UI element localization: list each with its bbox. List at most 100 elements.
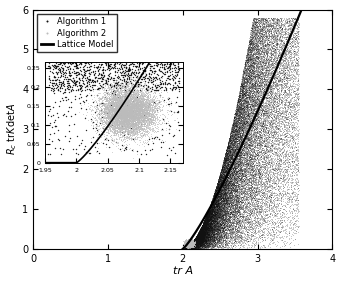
Point bbox=[186, 241, 192, 246]
Point bbox=[175, 246, 180, 251]
Point bbox=[204, 231, 209, 235]
Point bbox=[219, 169, 224, 174]
Point bbox=[185, 240, 190, 244]
Point bbox=[254, 124, 260, 129]
Point bbox=[239, 155, 245, 159]
Point bbox=[246, 237, 251, 241]
Point bbox=[241, 179, 247, 183]
Point bbox=[189, 242, 195, 246]
Point bbox=[187, 242, 192, 246]
Point bbox=[205, 242, 211, 247]
Point bbox=[293, 42, 298, 46]
Point bbox=[184, 242, 190, 246]
Point bbox=[179, 246, 184, 251]
Point bbox=[288, 26, 293, 30]
Point bbox=[217, 181, 223, 186]
Point bbox=[219, 206, 224, 211]
Point bbox=[187, 243, 192, 247]
Point bbox=[194, 242, 199, 246]
Point bbox=[262, 198, 267, 203]
Point bbox=[187, 243, 192, 247]
Point bbox=[207, 206, 212, 210]
Point bbox=[207, 238, 213, 243]
Point bbox=[206, 218, 211, 222]
Point bbox=[279, 22, 285, 27]
Point bbox=[188, 242, 194, 246]
Point bbox=[214, 234, 220, 239]
Point bbox=[184, 242, 190, 247]
Point bbox=[238, 169, 243, 174]
Point bbox=[259, 110, 265, 115]
Point bbox=[178, 246, 183, 251]
Point bbox=[184, 242, 190, 246]
Point bbox=[249, 77, 254, 81]
Point bbox=[261, 44, 266, 48]
Point bbox=[233, 241, 238, 246]
Point bbox=[222, 177, 228, 181]
Point bbox=[263, 142, 268, 146]
Point bbox=[288, 73, 294, 78]
Point bbox=[186, 242, 191, 247]
Point bbox=[247, 132, 252, 136]
Point bbox=[185, 242, 190, 246]
Point bbox=[251, 98, 256, 103]
Point bbox=[242, 187, 247, 191]
Point bbox=[191, 243, 196, 248]
Point bbox=[217, 188, 222, 192]
Point bbox=[296, 84, 301, 89]
Point bbox=[205, 218, 211, 222]
Point bbox=[222, 228, 227, 233]
Point bbox=[175, 246, 181, 251]
Point bbox=[181, 246, 187, 251]
Point bbox=[272, 152, 278, 156]
Point bbox=[292, 153, 298, 157]
Point bbox=[224, 183, 229, 188]
Point bbox=[265, 140, 271, 144]
Point bbox=[268, 58, 273, 62]
Point bbox=[235, 142, 240, 147]
Point bbox=[178, 246, 184, 251]
Point bbox=[269, 21, 274, 25]
Point bbox=[261, 26, 266, 31]
Point bbox=[218, 233, 223, 238]
Point bbox=[251, 146, 256, 150]
Point bbox=[186, 243, 191, 247]
Point bbox=[279, 137, 284, 142]
Point bbox=[266, 83, 272, 88]
Point bbox=[244, 219, 250, 223]
Point bbox=[227, 142, 233, 146]
Point bbox=[189, 242, 194, 247]
Point bbox=[217, 190, 222, 194]
Point bbox=[249, 103, 254, 108]
Point bbox=[187, 240, 192, 245]
Point bbox=[292, 68, 297, 72]
Point bbox=[216, 184, 221, 188]
Point bbox=[185, 245, 191, 249]
Point bbox=[186, 243, 191, 248]
Point bbox=[197, 233, 203, 237]
Point bbox=[251, 98, 257, 103]
Point bbox=[212, 232, 217, 236]
Point bbox=[262, 133, 267, 138]
Point bbox=[219, 242, 225, 247]
Point bbox=[295, 118, 301, 122]
Point bbox=[240, 171, 246, 176]
Point bbox=[239, 121, 244, 125]
Point bbox=[237, 142, 242, 146]
Point bbox=[172, 246, 177, 251]
Point bbox=[188, 242, 193, 247]
Point bbox=[209, 206, 214, 211]
Point bbox=[266, 63, 271, 68]
Point bbox=[179, 246, 184, 251]
Point bbox=[194, 235, 200, 240]
Point bbox=[195, 235, 201, 239]
Point bbox=[250, 111, 255, 116]
Point bbox=[215, 180, 220, 185]
Point bbox=[215, 232, 221, 237]
Point bbox=[212, 215, 218, 220]
Point bbox=[189, 241, 194, 246]
Point bbox=[226, 191, 232, 195]
Point bbox=[172, 246, 177, 251]
Point bbox=[188, 241, 193, 246]
Point bbox=[244, 153, 250, 158]
